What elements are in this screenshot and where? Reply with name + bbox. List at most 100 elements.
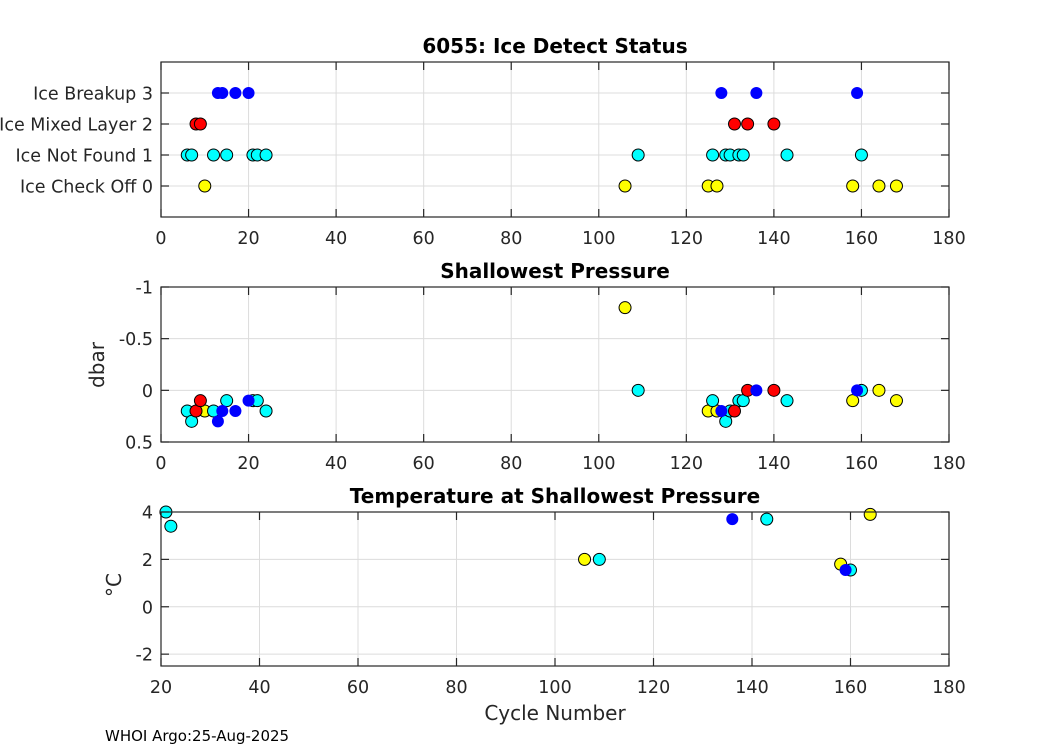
data-point-status-0: [618, 301, 632, 315]
axes-box: [160, 61, 950, 218]
x-tick-label: 180: [932, 454, 965, 474]
data-point-status-1: [780, 148, 794, 162]
x-tick-label: 180: [932, 678, 965, 698]
data-point-status-1: [780, 394, 794, 408]
y-tick-label: 0: [142, 598, 153, 618]
data-point-status-1: [760, 512, 774, 526]
x-tick-label: 60: [413, 229, 435, 249]
y-tick-label: Ice Not Found 1: [16, 147, 153, 167]
axes: 0 20 40 60 80 100 120 140 160 180 Ice Check Off 0 I…: [0, 61, 966, 249]
data-point-status-1: [854, 148, 868, 162]
data-point-status-1: [706, 148, 720, 162]
data-point-status-2: [727, 404, 741, 418]
data-point-status-2: [767, 117, 781, 131]
data-point-status-3: [726, 513, 739, 526]
y-tick-label: -1: [136, 279, 153, 299]
data-point-status-2: [727, 117, 741, 131]
data-point-status-1: [185, 148, 199, 162]
y-tick-label: -2: [136, 646, 153, 666]
data-point-status-1: [164, 519, 178, 533]
y-tick-label: 0.5: [125, 434, 153, 454]
x-tick-label: 20: [150, 678, 172, 698]
panel-title: 6055: Ice Detect Status: [422, 34, 687, 58]
data-point-status-3: [750, 384, 763, 397]
x-tick-label: 100: [538, 678, 571, 698]
data-point-status-0: [618, 179, 632, 193]
axes-box: [160, 286, 950, 443]
x-tick-label: 80: [500, 454, 522, 474]
x-tick-label: 80: [445, 678, 467, 698]
data-point-status-1: [259, 148, 273, 162]
grid: [161, 287, 949, 442]
x-tick-label: 140: [757, 454, 790, 474]
data-point-status-3: [229, 405, 242, 417]
x-tick-label: 100: [582, 454, 615, 474]
data-point-status-3: [216, 87, 229, 99]
data-point-status-3: [242, 394, 255, 407]
data-point-status-2: [193, 117, 207, 131]
data-point-status-2: [193, 394, 207, 408]
x-tick-label: 100: [582, 229, 615, 249]
x-tick-label: 160: [845, 454, 878, 474]
data-point-status-3: [839, 564, 852, 577]
x-tick-label: 120: [670, 229, 703, 249]
x-tick-label: 0: [155, 229, 166, 249]
data-point-status-1: [631, 383, 645, 397]
footer-credit: WHOI Argo:25-Aug-2025: [105, 727, 289, 745]
data-point-status-1: [207, 148, 221, 162]
axes: 20 40 60 80 100 120 140 160 180 -2 0 2 4: [136, 504, 966, 699]
data-point-status-3: [851, 87, 864, 99]
data-points: [159, 505, 877, 577]
y-tick-label: Ice Check Off 0: [20, 178, 153, 198]
x-tick-label: 80: [500, 229, 522, 249]
x-tick-label: 20: [237, 454, 259, 474]
data-point-status-0: [889, 394, 903, 408]
data-point-status-3: [851, 384, 864, 397]
data-points: [180, 301, 903, 428]
data-point-status-2: [741, 117, 755, 131]
y-tick-label: Ice Mixed Layer 2: [0, 116, 153, 136]
x-tick-label: 140: [757, 229, 790, 249]
data-point-status-3: [715, 87, 728, 99]
panel-temperature: Temperature at Shallowest Pressure °C Cy…: [102, 484, 966, 725]
data-point-status-0: [710, 179, 724, 193]
x-tick-label: 160: [845, 229, 878, 249]
x-tick-label: 60: [413, 454, 435, 474]
panel-ice-detect-status: 6055: Ice Detect Status 0 20 40 60 80 100 120 1…: [0, 34, 966, 249]
data-point-status-3: [229, 87, 242, 99]
data-point-status-3: [216, 405, 229, 417]
data-point-status-1: [220, 394, 234, 408]
y-tick-label: 4: [142, 504, 153, 524]
x-tick-label: 40: [325, 229, 347, 249]
grid: [161, 512, 949, 666]
panel-title: Shallowest Pressure: [440, 259, 670, 283]
data-point-status-0: [872, 383, 886, 397]
data-point-status-1: [631, 148, 645, 162]
data-point-status-1: [220, 148, 234, 162]
data-point-status-0: [578, 552, 592, 566]
data-point-status-0: [846, 179, 860, 193]
x-tick-label: 120: [670, 454, 703, 474]
data-points: [180, 87, 903, 193]
x-tick-label: 140: [735, 678, 768, 698]
grid: [161, 62, 949, 217]
axes: 0 20 40 60 80 100 120 140 160 180-1-0.500.5: [119, 279, 966, 475]
data-point-status-3: [242, 87, 255, 99]
data-point-status-1: [259, 404, 273, 418]
data-point-status-0: [889, 179, 903, 193]
x-tick-label: 0: [155, 454, 166, 474]
y-tick-label: -0.5: [119, 330, 153, 350]
x-tick-label: 40: [248, 678, 270, 698]
data-point-status-3: [750, 87, 763, 99]
panel-shallowest-pressure: Shallowest Pressure dbar 0 20 40 60 80 100 120…: [85, 259, 966, 474]
data-point-status-0: [863, 507, 877, 521]
data-point-status-2: [767, 383, 781, 397]
data-point-status-0: [872, 179, 886, 193]
x-tick-label: 60: [347, 678, 369, 698]
y-axis-label: °C: [102, 573, 126, 597]
x-tick-label: 180: [932, 229, 965, 249]
data-point-status-3: [715, 405, 728, 417]
x-tick-label: 20: [237, 229, 259, 249]
